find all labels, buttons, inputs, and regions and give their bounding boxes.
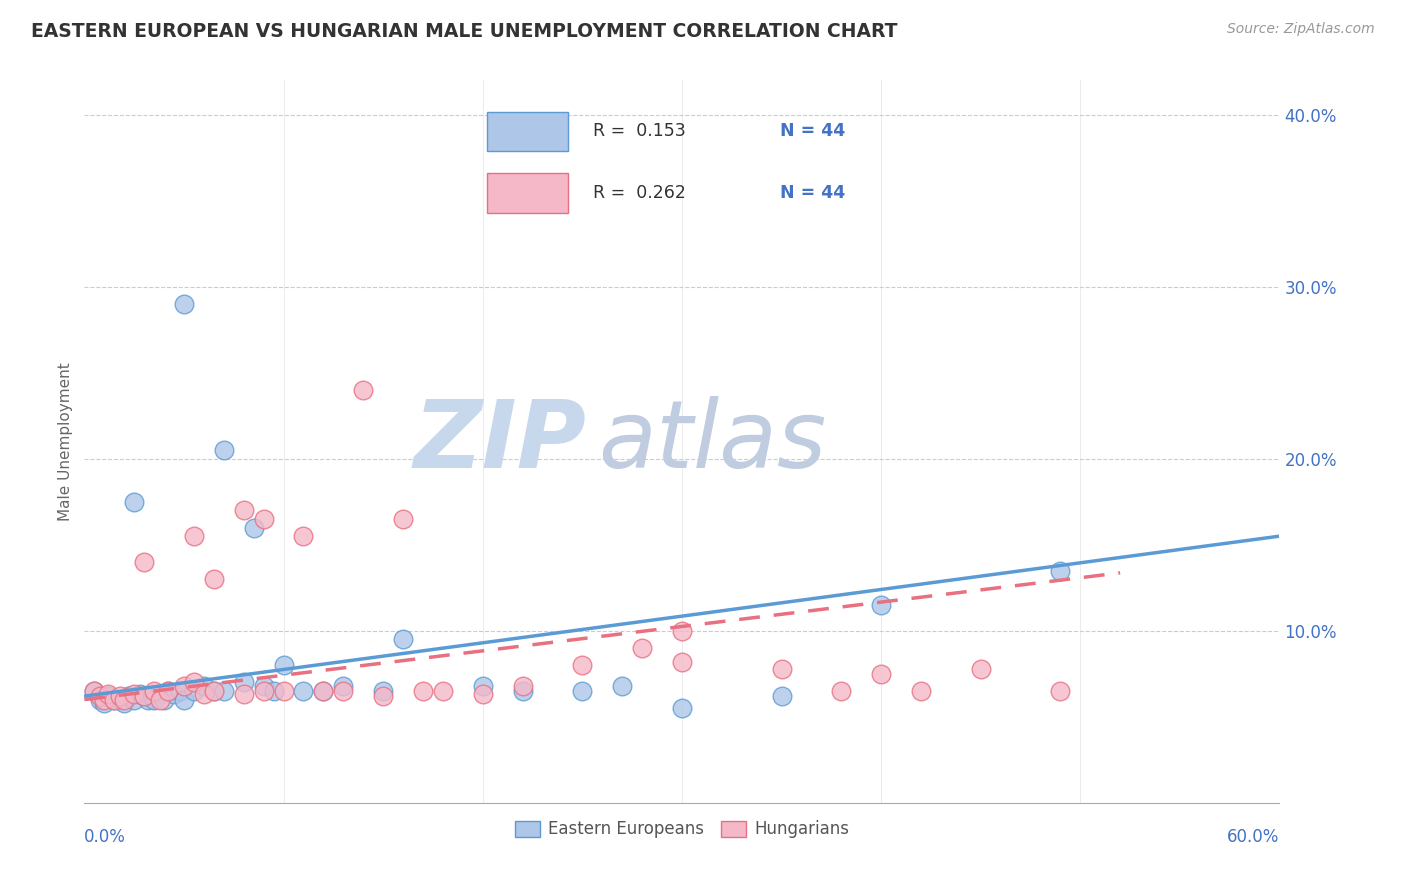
Point: [770, 662, 793, 676]
Point: [97, 687, 120, 701]
Point: [212, 443, 235, 458]
Text: ZIP: ZIP: [413, 395, 586, 488]
Point: [93, 696, 115, 710]
Point: [671, 701, 693, 715]
Point: [273, 684, 295, 698]
Point: [157, 684, 180, 698]
Point: [232, 503, 254, 517]
Point: [122, 494, 145, 508]
Point: [212, 684, 235, 698]
Point: [232, 687, 254, 701]
Point: [412, 684, 434, 698]
Point: [373, 684, 395, 698]
Point: [253, 679, 276, 693]
Point: [373, 689, 395, 703]
Point: [332, 679, 354, 693]
Point: [149, 687, 172, 701]
Point: [232, 675, 254, 690]
Text: Source: ZipAtlas.com: Source: ZipAtlas.com: [1227, 22, 1375, 37]
Point: [910, 684, 932, 698]
Point: [112, 696, 135, 710]
Point: [870, 598, 893, 612]
Point: [471, 679, 494, 693]
Point: [292, 529, 315, 543]
Point: [202, 684, 225, 698]
Text: 0.0%: 0.0%: [84, 828, 127, 847]
Point: [153, 692, 176, 706]
Point: [471, 687, 494, 701]
Point: [93, 692, 115, 706]
Point: [169, 684, 191, 698]
Point: [193, 679, 215, 693]
Point: [173, 297, 195, 311]
Point: [770, 689, 793, 703]
Point: [332, 684, 354, 698]
Text: EASTERN EUROPEAN VS HUNGARIAN MALE UNEMPLOYMENT CORRELATION CHART: EASTERN EUROPEAN VS HUNGARIAN MALE UNEMP…: [31, 22, 897, 41]
Point: [671, 624, 693, 638]
Point: [183, 675, 205, 690]
Point: [163, 687, 186, 701]
Point: [870, 666, 893, 681]
Point: [392, 632, 415, 647]
Point: [312, 684, 335, 698]
Point: [110, 689, 132, 703]
Point: [432, 684, 454, 698]
Point: [1049, 684, 1071, 698]
Point: [183, 684, 205, 698]
Point: [143, 684, 166, 698]
Text: atlas: atlas: [599, 396, 827, 487]
Point: [352, 383, 374, 397]
Point: [132, 689, 156, 703]
Point: [1049, 564, 1071, 578]
Point: [183, 529, 205, 543]
Point: [112, 692, 135, 706]
Point: [83, 684, 105, 698]
Point: [292, 684, 315, 698]
Point: [157, 684, 180, 698]
Point: [132, 555, 156, 569]
Point: [571, 684, 593, 698]
Point: [512, 679, 534, 693]
Point: [571, 658, 593, 673]
Legend: Eastern Europeans, Hungarians: Eastern Europeans, Hungarians: [508, 814, 856, 845]
Point: [129, 687, 152, 701]
Point: [97, 689, 120, 703]
Point: [830, 684, 852, 698]
Point: [132, 689, 156, 703]
Point: [312, 684, 335, 698]
Text: 60.0%: 60.0%: [1227, 828, 1279, 847]
Point: [83, 684, 105, 698]
Point: [103, 692, 125, 706]
Point: [117, 689, 139, 703]
Point: [242, 520, 264, 534]
Point: [253, 684, 276, 698]
Point: [149, 692, 172, 706]
Point: [392, 512, 415, 526]
Point: [122, 687, 145, 701]
Point: [122, 692, 145, 706]
Point: [202, 684, 225, 698]
Point: [110, 692, 132, 706]
Point: [143, 692, 166, 706]
Point: [193, 687, 215, 701]
Point: [173, 679, 195, 693]
Point: [103, 692, 125, 706]
Point: [671, 655, 693, 669]
Point: [173, 692, 195, 706]
Point: [89, 689, 111, 703]
Point: [202, 572, 225, 586]
Point: [136, 692, 159, 706]
Point: [89, 692, 111, 706]
Point: [253, 512, 276, 526]
Point: [263, 684, 285, 698]
Y-axis label: Male Unemployment: Male Unemployment: [58, 362, 73, 521]
Point: [631, 640, 654, 655]
Point: [273, 658, 295, 673]
Point: [512, 684, 534, 698]
Point: [612, 679, 634, 693]
Point: [970, 662, 993, 676]
